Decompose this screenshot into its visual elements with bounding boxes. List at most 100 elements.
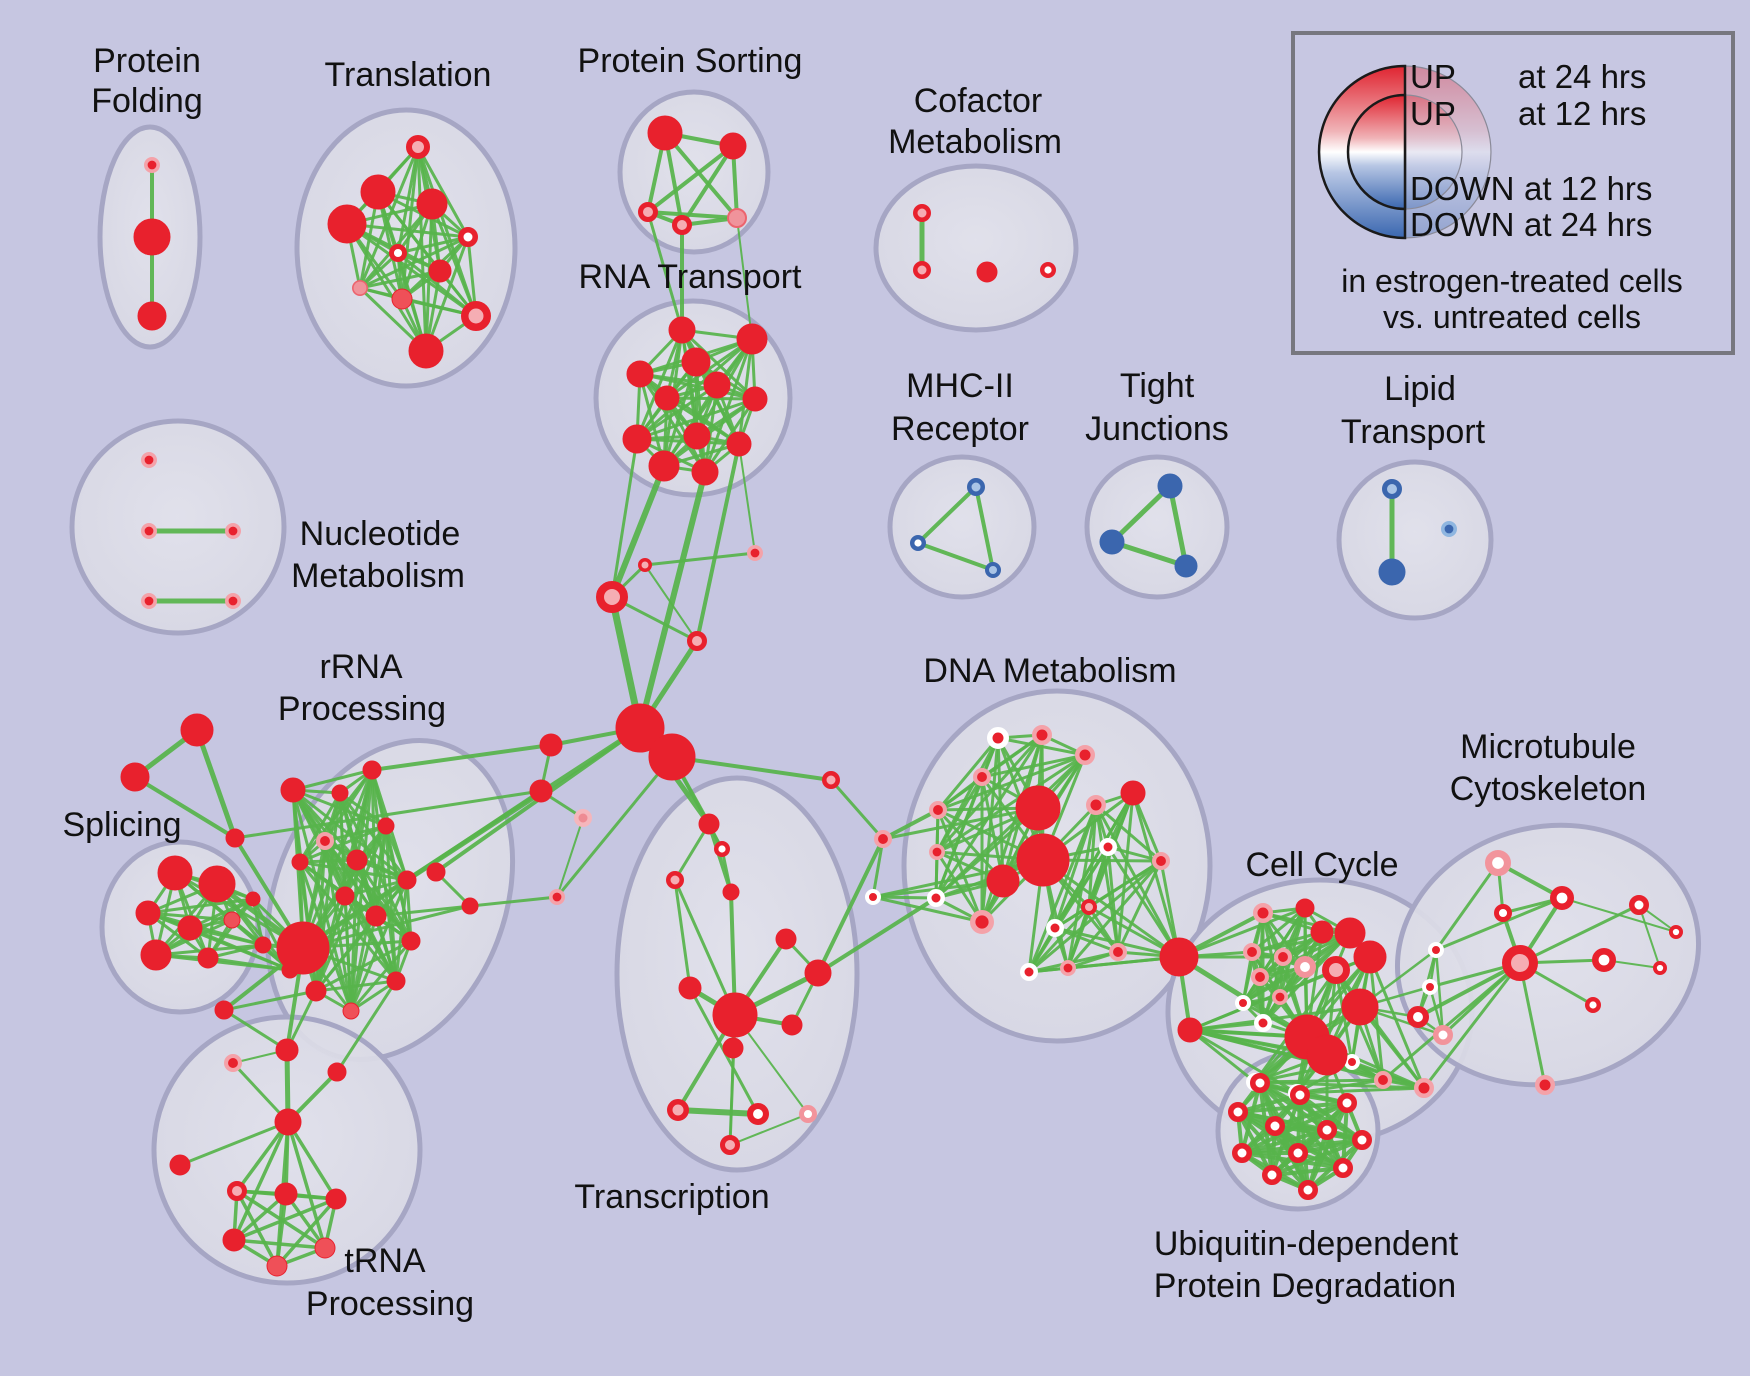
node-red[interactable] <box>169 1154 191 1176</box>
node-red[interactable] <box>416 188 448 220</box>
node-red[interactable] <box>529 779 553 803</box>
node-white_r[interactable] <box>1422 979 1438 995</box>
node-red[interactable] <box>626 360 654 388</box>
node-red[interactable] <box>1120 780 1146 806</box>
node-blue_l[interactable] <box>967 478 985 496</box>
node-pink_r[interactable] <box>548 888 565 905</box>
node-red2[interactable] <box>223 911 241 929</box>
node-red[interactable] <box>327 1062 347 1082</box>
node-red[interactable] <box>428 259 452 283</box>
node-red_w[interactable] <box>1228 1102 1248 1122</box>
node-red_w[interactable] <box>1039 262 1056 279</box>
node-red_w[interactable] <box>1352 1130 1372 1150</box>
node-white_r[interactable] <box>927 889 945 907</box>
node-pink_r[interactable] <box>1251 968 1270 987</box>
node-red[interactable] <box>327 204 367 244</box>
node-red[interactable] <box>722 883 740 901</box>
node-red_p[interactable] <box>596 581 628 613</box>
node-white_r[interactable] <box>1428 942 1444 958</box>
node-red[interactable] <box>177 915 203 941</box>
node-pink_r[interactable] <box>929 801 948 820</box>
node-red_w[interactable] <box>1493 903 1512 922</box>
node-red_w[interactable] <box>1669 924 1684 939</box>
node-red_w[interactable] <box>389 244 408 263</box>
node-red[interactable] <box>280 777 306 803</box>
node-red[interactable] <box>647 115 683 151</box>
node-red_p[interactable] <box>687 631 707 651</box>
node-pink_r[interactable] <box>315 832 334 851</box>
node-red[interactable] <box>225 828 245 848</box>
node-red_p[interactable] <box>672 215 692 235</box>
node-red[interactable] <box>197 947 219 969</box>
node-blue[interactable] <box>1157 473 1183 499</box>
node-red[interactable] <box>736 323 768 355</box>
node-red[interactable] <box>775 928 797 950</box>
node-pink_r[interactable] <box>1086 795 1106 815</box>
node-red[interactable] <box>648 733 696 781</box>
node-blue_l[interactable] <box>985 562 1001 578</box>
node-red2[interactable] <box>391 288 413 310</box>
node-red[interactable] <box>703 371 731 399</box>
node-red_w[interactable] <box>1317 1120 1337 1140</box>
node-red[interactable] <box>180 713 214 747</box>
node-red[interactable] <box>1295 898 1315 918</box>
node-red_w[interactable] <box>1290 1085 1310 1105</box>
node-white_r[interactable] <box>1099 838 1117 856</box>
node-red_p[interactable] <box>720 1135 740 1155</box>
node-white_r[interactable] <box>865 889 881 905</box>
node-red[interactable] <box>1334 917 1366 949</box>
node-red[interactable] <box>135 900 161 926</box>
node-pink_r[interactable] <box>1243 943 1262 962</box>
node-red_w[interactable] <box>1250 1073 1270 1093</box>
node-red_w[interactable] <box>1265 1116 1285 1136</box>
node-red[interactable] <box>719 132 747 160</box>
node-red[interactable] <box>615 703 665 753</box>
node-pinkw[interactable] <box>798 1104 817 1123</box>
node-red_w[interactable] <box>1550 885 1575 910</box>
node-pink_r[interactable] <box>874 830 893 849</box>
node-red[interactable] <box>254 936 272 954</box>
node-pink_r[interactable] <box>225 522 242 539</box>
node-pink_r[interactable] <box>1374 1071 1393 1090</box>
node-red_w[interactable] <box>1407 1006 1430 1029</box>
node-red_w[interactable] <box>747 1103 770 1126</box>
node-red[interactable] <box>1306 1034 1348 1076</box>
node-red_w[interactable] <box>1653 960 1668 975</box>
node-red[interactable] <box>214 1000 234 1020</box>
node-red[interactable] <box>360 174 396 210</box>
node-pink_r[interactable] <box>1152 852 1171 871</box>
node-red[interactable] <box>1015 785 1061 831</box>
node-red_p[interactable] <box>667 1099 689 1121</box>
node-pink_r[interactable] <box>223 1054 242 1073</box>
node-red_p[interactable] <box>666 871 684 889</box>
node-pink[interactable] <box>351 279 368 296</box>
node-red2[interactable] <box>266 1255 288 1277</box>
node-red[interactable] <box>539 733 563 757</box>
node-red[interactable] <box>1341 988 1379 1026</box>
node-pink_r[interactable] <box>746 544 763 561</box>
node-red[interactable] <box>274 1108 302 1136</box>
node-red_p[interactable] <box>406 135 430 159</box>
node-red[interactable] <box>325 1188 347 1210</box>
node-red[interactable] <box>722 1037 744 1059</box>
node-blue[interactable] <box>1099 529 1125 555</box>
node-red[interactable] <box>335 886 355 906</box>
node-red[interactable] <box>1353 940 1387 974</box>
node-pink_r[interactable] <box>144 157 161 174</box>
node-red[interactable] <box>781 1014 803 1036</box>
node-red[interactable] <box>401 931 421 951</box>
node-red[interactable] <box>683 422 711 450</box>
node-red[interactable] <box>222 1228 246 1252</box>
node-red[interactable] <box>397 870 417 890</box>
node-red[interactable] <box>986 864 1020 898</box>
node-white_r[interactable] <box>1344 1054 1360 1070</box>
node-red[interactable] <box>1310 920 1334 944</box>
node-red_w[interactable] <box>1592 947 1617 972</box>
node-pink_r[interactable] <box>1414 1078 1434 1098</box>
node-red_p[interactable] <box>913 204 931 222</box>
node-red[interactable] <box>133 218 171 256</box>
node-red[interactable] <box>245 891 261 907</box>
node-red[interactable] <box>386 971 406 991</box>
node-pink_r[interactable] <box>928 843 945 860</box>
node-red[interactable] <box>804 959 832 987</box>
